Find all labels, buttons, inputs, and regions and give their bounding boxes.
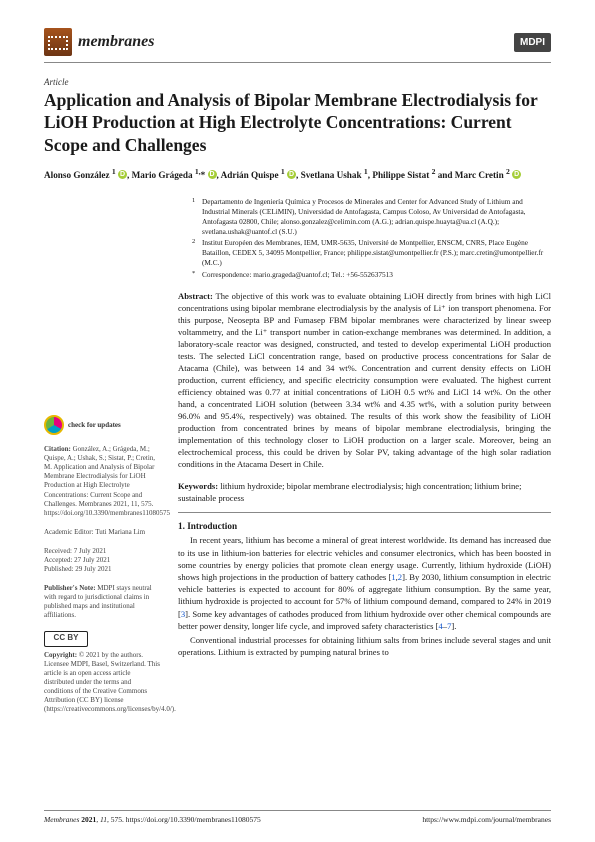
- publisher-note-block: Publisher's Note: MDPI stays neutral wit…: [44, 584, 160, 620]
- citation-block: Citation: González, A.; Grágeda, M.; Qui…: [44, 445, 160, 518]
- journal-name: membranes: [78, 33, 154, 51]
- pubnote-label: Publisher's Note:: [44, 584, 96, 592]
- abstract-label: Abstract:: [178, 291, 213, 301]
- footer-left: Membranes 2021, 11, 575. https://doi.org…: [44, 815, 261, 824]
- editor-label: Academic Editor:: [44, 528, 94, 536]
- orcid-icon: D: [512, 170, 521, 179]
- ref-link[interactable]: 3: [181, 609, 185, 619]
- page-footer: Membranes 2021, 11, 575. https://doi.org…: [44, 810, 551, 824]
- abstract-block: Abstract: The objective of this work was…: [178, 290, 551, 470]
- citation-text: González, A.; Grágeda, M.; Quispe, A.; U…: [44, 445, 170, 517]
- aff-text: Institut Européen des Membranes, IEM, UM…: [202, 238, 551, 268]
- aff-sup: *: [192, 270, 202, 280]
- keywords-label: Keywords:: [178, 481, 218, 491]
- intro-paragraph: In recent years, lithium has become a mi…: [178, 534, 551, 632]
- aff-sup: 1: [192, 197, 202, 236]
- orcid-icon: D: [208, 170, 217, 179]
- abstract-text: The objective of this work was to evalua…: [178, 291, 551, 469]
- aff-text: Departamento de Ingeniería Química y Pro…: [202, 197, 551, 236]
- orcid-icon: D: [118, 170, 127, 179]
- ref-link[interactable]: 4: [439, 621, 443, 631]
- aff-text: Correspondence: mario.grageda@uantof.cl;…: [202, 270, 393, 280]
- article-title: Application and Analysis of Bipolar Memb…: [44, 89, 551, 156]
- keywords-block: Keywords: lithium hydroxide; bipolar mem…: [178, 480, 551, 504]
- cc-by-icon: CC BY: [44, 631, 88, 647]
- affiliation-item: 1 Departamento de Ingeniería Química y P…: [192, 197, 551, 236]
- abstract-rule: [178, 512, 551, 513]
- top-bar: membranes MDPI: [44, 28, 551, 56]
- top-rule: [44, 62, 551, 63]
- check-updates-widget[interactable]: check for updates: [44, 415, 160, 435]
- aff-sup: 2: [192, 238, 202, 268]
- affiliations: 1 Departamento de Ingeniería Química y P…: [178, 197, 551, 280]
- affiliation-item: * Correspondence: mario.grageda@uantof.c…: [192, 270, 551, 280]
- check-updates-label: check for updates: [68, 422, 121, 429]
- editor-block: Academic Editor: Tuti Mariana Lim: [44, 528, 160, 537]
- check-updates-icon: [44, 415, 64, 435]
- ref-link[interactable]: 7: [447, 621, 451, 631]
- citation-label: Citation:: [44, 445, 71, 453]
- journal-logo-icon: [44, 28, 72, 56]
- mdpi-badge: MDPI: [514, 33, 551, 52]
- copyright-label: Copyright:: [44, 651, 77, 659]
- journal-logo: membranes: [44, 28, 154, 56]
- copyright-text: © 2021 by the authors. Licensee MDPI, Ba…: [44, 651, 176, 714]
- ref-link[interactable]: 1: [391, 572, 395, 582]
- left-sidebar: check for updates Citation: González, A.…: [44, 197, 160, 724]
- author-list: Alonso González 1 D, Mario Grágeda 1,* D…: [44, 166, 551, 183]
- footer-right[interactable]: https://www.mdpi.com/journal/membranes: [422, 815, 551, 824]
- intro-paragraph: Conventional industrial processes for ob…: [178, 634, 551, 658]
- date-received: Received: 7 July 2021: [44, 547, 160, 556]
- editor-name: Tuti Mariana Lim: [95, 528, 145, 536]
- section-heading-intro: 1. Introduction: [178, 521, 551, 531]
- main-column: 1 Departamento de Ingeniería Química y P…: [178, 197, 551, 724]
- license-block: CC BY Copyright: © 2021 by the authors. …: [44, 631, 160, 715]
- ref-link[interactable]: 2: [398, 572, 402, 582]
- dates-block: Received: 7 July 2021 Accepted: 27 July …: [44, 547, 160, 574]
- header-block: Article Application and Analysis of Bipo…: [44, 77, 551, 183]
- date-published: Published: 29 July 2021: [44, 565, 160, 574]
- two-column-layout: check for updates Citation: González, A.…: [44, 197, 551, 724]
- date-accepted: Accepted: 27 July 2021: [44, 556, 160, 565]
- page-root: membranes MDPI Article Application and A…: [0, 0, 595, 842]
- article-type: Article: [44, 77, 551, 87]
- keywords-text: lithium hydroxide; bipolar membrane elec…: [178, 481, 521, 503]
- affiliation-item: 2 Institut Européen des Membranes, IEM, …: [192, 238, 551, 268]
- orcid-icon: D: [287, 170, 296, 179]
